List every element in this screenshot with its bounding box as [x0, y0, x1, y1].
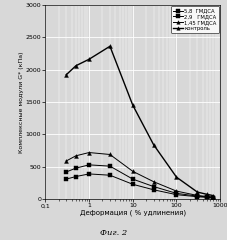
- 5,8  ГМДСА: [131, 183, 134, 186]
- 1,45 ГМДСА: [88, 151, 90, 154]
- контроль: [88, 58, 90, 61]
- контроль: [152, 143, 155, 146]
- 5,8  ГМДСА: [109, 174, 111, 177]
- 1,45 ГМДСА: [109, 153, 111, 156]
- 5,8  ГМДСА: [88, 173, 90, 175]
- контроль: [206, 193, 208, 196]
- 5,8  ГМДСА: [212, 197, 215, 199]
- Legend: 5,8  ГМДСА, 2,9   ГМДСА, 1,45 ГМДСА, контроль: 5,8 ГМДСА, 2,9 ГМДСА, 1,45 ГМДСА, контро…: [171, 6, 219, 33]
- 1,45 ГМДСА: [75, 154, 77, 157]
- 1,45 ГМДСА: [212, 196, 215, 198]
- 5,8  ГМДСА: [175, 193, 178, 196]
- контроль: [212, 194, 215, 197]
- 1,45 ГМДСА: [65, 160, 68, 162]
- Line: 5,8  ГМДСА: 5,8 ГМДСА: [64, 172, 215, 200]
- 2,9   ГМДСА: [152, 185, 155, 188]
- 1,45 ГМДСА: [196, 194, 199, 197]
- 2,9   ГМДСА: [206, 195, 208, 198]
- 5,8  ГМДСА: [65, 178, 68, 180]
- контроль: [196, 191, 199, 193]
- 2,9   ГМДСА: [131, 178, 134, 180]
- 5,8  ГМДСА: [196, 195, 199, 198]
- 2,9   ГМДСА: [109, 165, 111, 168]
- контроль: [175, 176, 178, 179]
- контроль: [65, 73, 68, 76]
- Text: Фиг. 2: Фиг. 2: [100, 229, 127, 237]
- Y-axis label: Комплексные модули G* (кПа): Комплексные модули G* (кПа): [19, 51, 24, 153]
- 2,9   ГМДСА: [175, 192, 178, 195]
- 5,8  ГМДСА: [206, 196, 208, 199]
- 1,45 ГМДСА: [152, 180, 155, 183]
- X-axis label: Деформация ( % удлинения): Деформация ( % удлинения): [80, 210, 186, 216]
- Line: 2,9   ГМДСА: 2,9 ГМДСА: [64, 163, 215, 199]
- 2,9   ГМДСА: [196, 195, 199, 198]
- 2,9   ГМДСА: [65, 171, 68, 174]
- 1,45 ГМДСА: [206, 195, 208, 198]
- 2,9   ГМДСА: [75, 167, 77, 169]
- 2,9   ГМДСА: [212, 196, 215, 199]
- 1,45 ГМДСА: [131, 170, 134, 173]
- контроль: [75, 64, 77, 67]
- Line: контроль: контроль: [64, 44, 215, 198]
- 5,8  ГМДСА: [152, 188, 155, 191]
- 1,45 ГМДСА: [175, 190, 178, 192]
- контроль: [131, 104, 134, 107]
- контроль: [109, 45, 111, 48]
- Line: 1,45 ГМДСА: 1,45 ГМДСА: [64, 150, 215, 199]
- 2,9   ГМДСА: [88, 163, 90, 166]
- 5,8  ГМДСА: [75, 175, 77, 178]
